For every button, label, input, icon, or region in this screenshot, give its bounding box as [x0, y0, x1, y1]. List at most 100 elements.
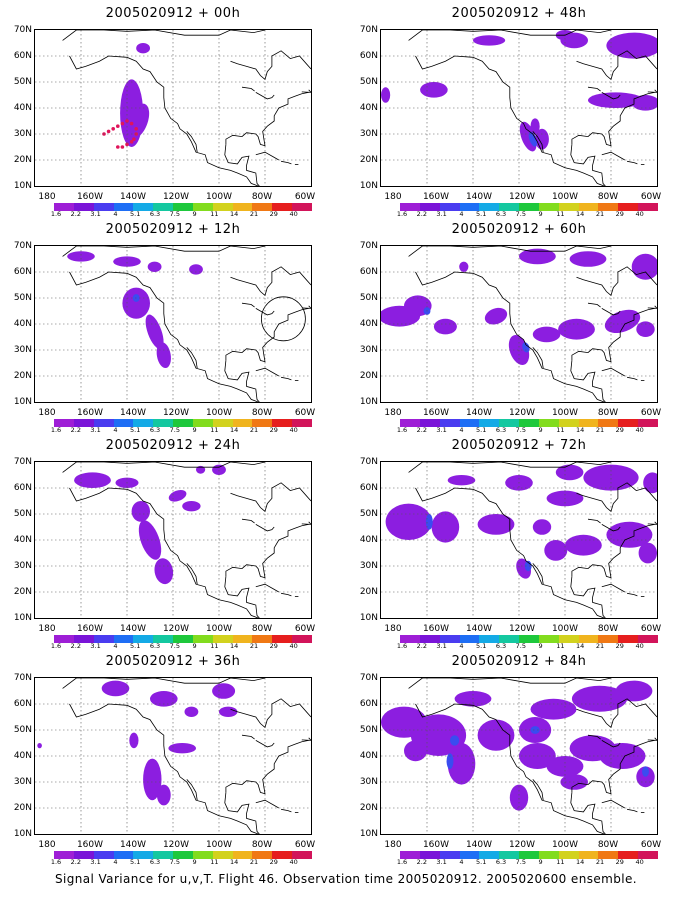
colorbar-label: 5.1: [476, 210, 487, 218]
colorbar-label: 11: [210, 426, 219, 434]
coastline: [301, 305, 311, 309]
observation-point: [134, 127, 138, 131]
colorbar-label: 21: [249, 858, 259, 866]
coastline: [627, 808, 638, 813]
x-tick-label: 100W: [205, 840, 233, 850]
colorbar-label: 40: [289, 210, 298, 218]
coastline: [415, 271, 605, 402]
observation-point: [132, 137, 136, 141]
colorbar-label: 2.2: [70, 426, 81, 434]
colorbar-label: 6.3: [149, 642, 161, 650]
colorbar-label: 29: [269, 210, 278, 218]
colorbar-swatch: [252, 203, 273, 211]
y-tick-label: 20N: [13, 803, 32, 813]
colorbar-label: 21: [595, 210, 605, 218]
variance-region: [636, 321, 655, 337]
colorbar-label: 3.1: [90, 210, 101, 218]
colorbar-swatch: [252, 635, 273, 643]
map-panel-24h: 2005020912 + 24h 70N 60N 50N 40N 30N 20N 10N 180…: [0, 432, 346, 650]
coastline: [532, 131, 544, 153]
variance-region: [530, 698, 577, 720]
colorbar-swatch: [419, 203, 441, 211]
x-tick-label: 120W: [508, 624, 536, 634]
variance-region: [588, 92, 644, 108]
coastline: [601, 583, 625, 593]
coastline: [255, 308, 275, 316]
variance-region: [433, 318, 457, 335]
map-panel-84h: 2005020912 + 84h 70N 60N 50N 40N 30N 20N 10N 180…: [346, 648, 692, 866]
colorbar-label: 21: [595, 642, 605, 650]
colorbar-swatch: [598, 851, 619, 859]
variance-region: [571, 685, 628, 712]
colorbar-label: 5.1: [476, 858, 487, 866]
y-tick-label: 30N: [359, 561, 378, 571]
variance-region: [113, 256, 141, 267]
x-tick-label: 140W: [119, 624, 147, 634]
x-tick-label: 60W: [640, 192, 662, 202]
variance-region: [631, 95, 657, 111]
colorbar-label: 29: [615, 210, 624, 218]
x-tick-label: 160W: [422, 408, 450, 418]
colorbar-swatch: [292, 419, 313, 427]
variance-region: [168, 489, 187, 502]
x-tick-label: 80W: [251, 624, 273, 634]
coastline: [570, 144, 606, 186]
x-tick-label: 60W: [294, 840, 316, 850]
coastline: [627, 376, 638, 381]
x-tick-label: 180: [384, 408, 402, 418]
variance-region: [196, 465, 206, 474]
colorbar-swatch: [519, 635, 540, 643]
colorbar-swatch: [272, 419, 293, 427]
colorbar-swatch: [153, 635, 174, 643]
colorbar-swatch: [192, 419, 214, 427]
coastline: [224, 576, 260, 618]
colorbar-swatch: [419, 419, 441, 427]
coastline: [408, 246, 612, 257]
map-panel-12h: 2005020912 + 12h 70N 60N 50N 40N 30N 20N 10N 180…: [0, 216, 346, 434]
panel-title: 2005020912 + 72h: [451, 438, 587, 453]
x-tick-label: 160W: [76, 408, 104, 418]
coastline: [570, 792, 606, 834]
colorbar-label: 4: [113, 642, 118, 650]
colorbar-swatch: [400, 635, 421, 643]
coastline: [69, 55, 259, 186]
x-tick-label: 160W: [422, 840, 450, 850]
colorbar: [400, 203, 659, 211]
colorbar-label: 4: [113, 426, 118, 434]
coastline: [281, 376, 292, 381]
colorbar-swatch: [173, 635, 194, 643]
panel-title: 2005020912 + 12h: [105, 222, 241, 237]
colorbar-label: 3.1: [90, 642, 101, 650]
colorbar-label: 4: [113, 210, 118, 218]
colorbar-label: 4: [113, 858, 118, 866]
variance-core: [450, 735, 460, 746]
colorbar-swatch: [113, 635, 134, 643]
map-svg: [35, 30, 311, 186]
variance-region: [101, 680, 130, 697]
x-tick-label: 160W: [76, 192, 104, 202]
y-tick-label: 30N: [13, 129, 32, 139]
variance-region: [631, 253, 657, 280]
y-tick-label: 40N: [13, 103, 32, 113]
colorbar-swatch: [558, 419, 580, 427]
colorbar-label: 21: [595, 858, 605, 866]
coastline: [570, 360, 606, 402]
coastline: [230, 266, 311, 297]
colorbar-label: 1.6: [396, 210, 408, 218]
colorbar-label: 11: [556, 426, 565, 434]
colorbar-swatch: [232, 851, 253, 859]
map-plot-area: [34, 461, 312, 619]
x-tick-label: 60W: [294, 408, 316, 418]
colorbar: [400, 851, 659, 859]
observation-point: [116, 124, 120, 128]
colorbar-swatch: [618, 635, 639, 643]
colorbar-swatch: [578, 851, 599, 859]
x-tick-label: 120W: [508, 408, 536, 418]
x-tick-label: 140W: [119, 840, 147, 850]
colorbar-label: 3.1: [436, 858, 447, 866]
coastline: [647, 305, 657, 309]
map-panel-48h: 2005020912 + 48h 70N 60N 50N 40N 30N 20N 10N 180…: [346, 0, 692, 218]
colorbar-label: 3.1: [90, 858, 101, 866]
y-tick-label: 10N: [359, 613, 378, 623]
x-tick-label: 180: [38, 192, 56, 202]
